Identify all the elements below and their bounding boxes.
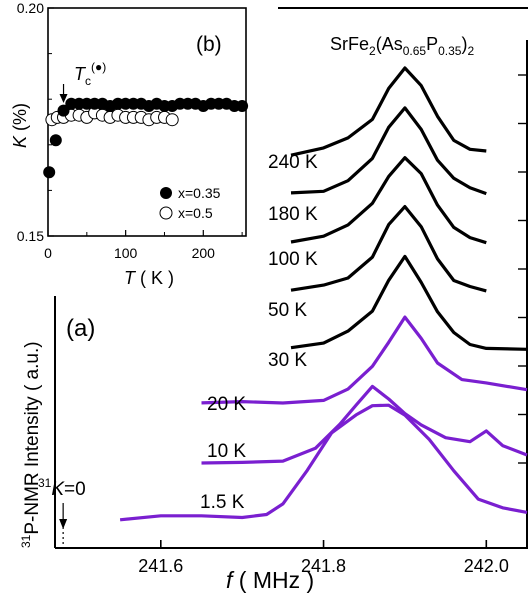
- spectrum-line-180-K: [290, 106, 487, 196]
- ylabel-sup: 31: [19, 534, 33, 548]
- k-zero-annotation: 31K=0: [38, 476, 86, 548]
- series-label-1-5-K: 1.5 K: [200, 492, 245, 513]
- spectrum-line-240-K: [290, 66, 487, 157]
- title-sub-1: 2: [369, 44, 376, 58]
- inset-x-axis-title: T ( K ): [124, 268, 174, 288]
- k-zero-sup: 31: [38, 476, 52, 490]
- title-sub-2: 0.65: [403, 44, 427, 58]
- panel-b-label: (b): [196, 33, 222, 56]
- series-label-100-K: 100 K: [268, 249, 318, 270]
- spectrum-line-100-K: [290, 156, 487, 245]
- inset-y-axis-title: K (%): [10, 103, 30, 148]
- point-x035-1: [49, 134, 62, 147]
- title-base: SrFe: [330, 34, 369, 54]
- series-label-180-K: 180 K: [268, 204, 318, 225]
- spectrum-line-10-K: [201, 384, 528, 465]
- legend-marker-open: [159, 206, 173, 220]
- series-label-10-K: 10 K: [207, 441, 246, 462]
- k-zero-arrow-head: [59, 519, 68, 529]
- inset-xlabel-t: T: [124, 268, 137, 288]
- inset-x-tick-label-0: 0: [44, 245, 52, 261]
- x-tick-label-2: 242.0: [464, 556, 509, 576]
- tc-t: T: [74, 64, 87, 84]
- k-zero-label: 31K=0: [38, 476, 86, 500]
- ylabel-text: P-NMR Intensity ( a.u.): [22, 341, 43, 534]
- title-mid-2: P: [426, 34, 438, 54]
- point-x035-0: [43, 166, 56, 179]
- series-label-50-K: 50 K: [268, 300, 307, 321]
- panel-a-label: (a): [66, 315, 95, 342]
- tc-sub: c: [85, 74, 91, 88]
- spectrum-line-30-K: [290, 254, 528, 351]
- inset-x-tick-label-2: 200: [192, 245, 216, 261]
- inset-y-tick-label-0: 0.15: [17, 228, 44, 244]
- panel-a-title: SrFe2(As0.65P0.35)2: [330, 34, 474, 58]
- series-label-30-K: 30 K: [268, 350, 307, 371]
- x-tick-label-0: 241.6: [138, 556, 183, 576]
- xlabel-unit: ( MHz ): [232, 567, 314, 593]
- point-x035-25: [236, 100, 249, 112]
- series-label-240-K: 240 K: [268, 152, 318, 173]
- inset-xlabel-unit: ( K ): [135, 268, 174, 288]
- inset-y-tick-label-1: 0.20: [17, 0, 44, 16]
- point-x035-2: [57, 104, 70, 117]
- legend-label-x05: x=0.5: [178, 205, 213, 221]
- point-x05-16: [165, 113, 179, 127]
- title-sub-4: 2: [467, 44, 474, 58]
- k-zero-text: =0: [64, 479, 86, 500]
- tc-label: Tc(●): [74, 60, 106, 88]
- xlabel-f: f: [226, 567, 235, 593]
- panel-a-y-axis-title: 31P-NMR Intensity ( a.u.): [19, 341, 43, 548]
- spectrum-line-20-K: [201, 315, 528, 405]
- spectrum-line-50-K: [290, 205, 487, 293]
- inset-x-tick-label-1: 100: [114, 245, 138, 261]
- tc-annotation: Tc(●): [59, 60, 106, 103]
- tc-arrow-head: [59, 94, 68, 103]
- legend-label-x035: x=0.35: [178, 185, 221, 201]
- inset-ylabel-k: K: [10, 135, 30, 148]
- panel-a-x-axis-title: f ( MHz ): [226, 567, 314, 593]
- x-tick-label-1: 241.8: [301, 556, 346, 576]
- series-label-20-K: 20 K: [207, 394, 246, 415]
- inset-ylabel-unit: (%): [10, 103, 30, 136]
- title-mid: (As: [376, 34, 403, 54]
- spectrum-line-1-5-K: [119, 403, 528, 522]
- inset-legend: x=0.35 x=0.5: [159, 185, 221, 221]
- k-zero-k: K: [51, 479, 65, 500]
- title-sub-3: 0.35: [438, 44, 462, 58]
- panel-a: 241.6 241.8 242.0 240 K 180 K 100 K 50 K 30 K 2…: [19, 7, 528, 593]
- tc-sup: (●): [91, 60, 106, 74]
- legend-marker-filled: [160, 187, 172, 199]
- title-end: ): [461, 34, 467, 54]
